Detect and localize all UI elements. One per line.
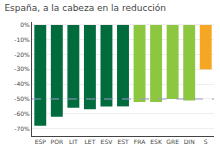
svg-text:-40%: -40% bbox=[14, 80, 30, 87]
svg-text:FRA: FRA bbox=[134, 138, 146, 145]
svg-text:-30%: -30% bbox=[14, 65, 30, 72]
svg-text:EST: EST bbox=[117, 138, 129, 145]
svg-text:LET: LET bbox=[85, 138, 96, 145]
svg-text:ESK: ESK bbox=[150, 138, 163, 145]
svg-text:España, a la cabeza en la redu: España, a la cabeza en la reducción bbox=[4, 3, 166, 13]
svg-text:ESV: ESV bbox=[101, 138, 114, 145]
svg-text:-60%: -60% bbox=[14, 110, 30, 117]
svg-text:-70%: -70% bbox=[14, 125, 30, 132]
svg-text:0%: 0% bbox=[20, 21, 30, 28]
svg-text:ESP: ESP bbox=[35, 138, 47, 145]
svg-text:POR: POR bbox=[51, 138, 64, 145]
svg-text:LIT: LIT bbox=[69, 138, 78, 145]
svg-text:DIN: DIN bbox=[184, 138, 195, 145]
svg-text:S: S bbox=[204, 138, 208, 145]
svg-text:-20%: -20% bbox=[14, 51, 30, 58]
svg-text:GRE: GRE bbox=[166, 138, 179, 145]
svg-text:-50%: -50% bbox=[14, 95, 30, 102]
svg-text:-10%: -10% bbox=[14, 36, 30, 43]
